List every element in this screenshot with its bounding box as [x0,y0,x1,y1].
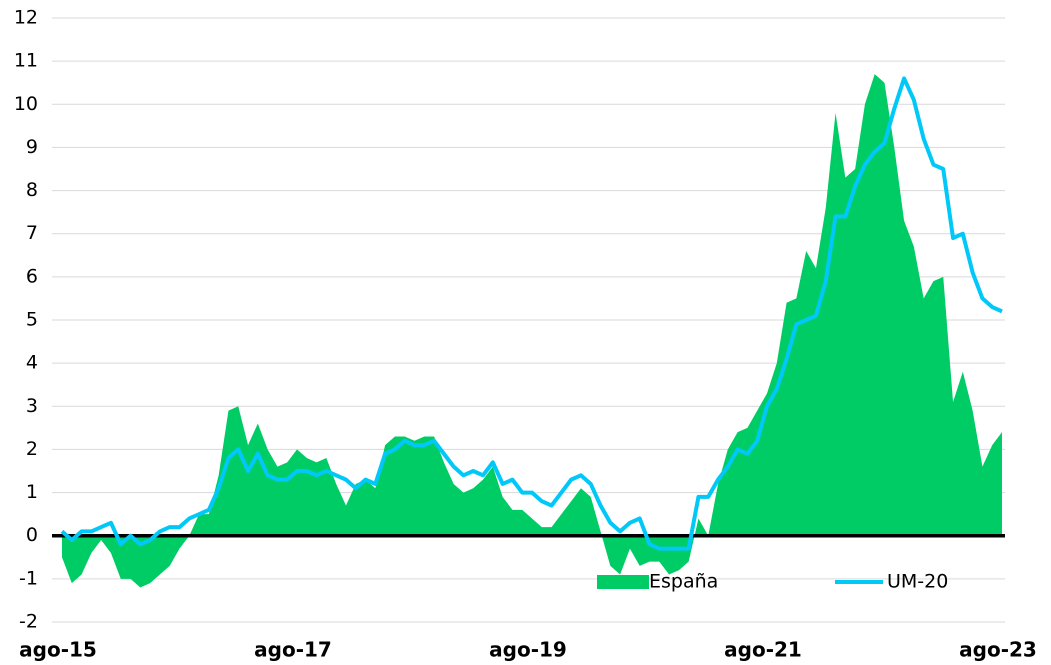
y-tick-label: 4 [26,352,38,374]
y-tick-label: 9 [26,136,38,158]
x-tick-label: ago-21 [724,638,802,662]
y-tick-label: 1 [26,481,38,503]
legend-label: España [649,571,718,593]
area [62,74,1002,588]
x-tick-label: ago-23 [959,638,1037,662]
y-tick-label: 7 [26,222,38,244]
x-tick-label: ago-15 [19,638,97,662]
y-tick-label: 5 [26,309,38,331]
y-tick-label: 6 [26,265,38,287]
y-tick-label: 8 [26,179,38,201]
x-tick-label: ago-19 [489,638,567,662]
y-tick-label: -2 [19,611,38,633]
y-tick-label: 2 [26,438,38,460]
legend-label: UM-20 [887,571,948,593]
line [60,76,1003,551]
y-tick-label: 10 [14,93,38,115]
y-tick-label: 0 [26,524,38,546]
y-tick-label: 11 [14,50,38,72]
legend-swatch [597,575,649,589]
y-tick-label: 12 [14,7,38,29]
y-tick-label: 3 [26,395,38,417]
x-tick-label: ago-17 [254,638,332,662]
y-tick-label: -1 [19,567,38,589]
